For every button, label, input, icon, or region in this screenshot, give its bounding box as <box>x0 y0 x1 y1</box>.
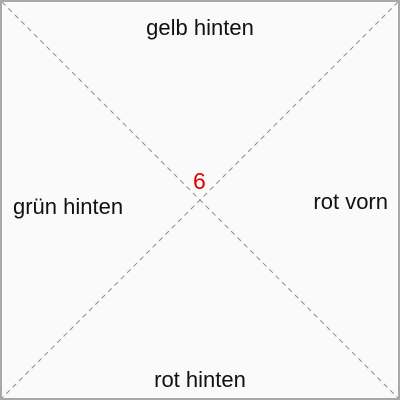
label-top: gelb hinten <box>146 15 254 40</box>
label-right: rot vorn <box>313 189 388 214</box>
label-bottom: rot hinten <box>154 367 246 392</box>
center-number: 6 <box>193 168 206 194</box>
label-left: grün hinten <box>13 194 124 219</box>
